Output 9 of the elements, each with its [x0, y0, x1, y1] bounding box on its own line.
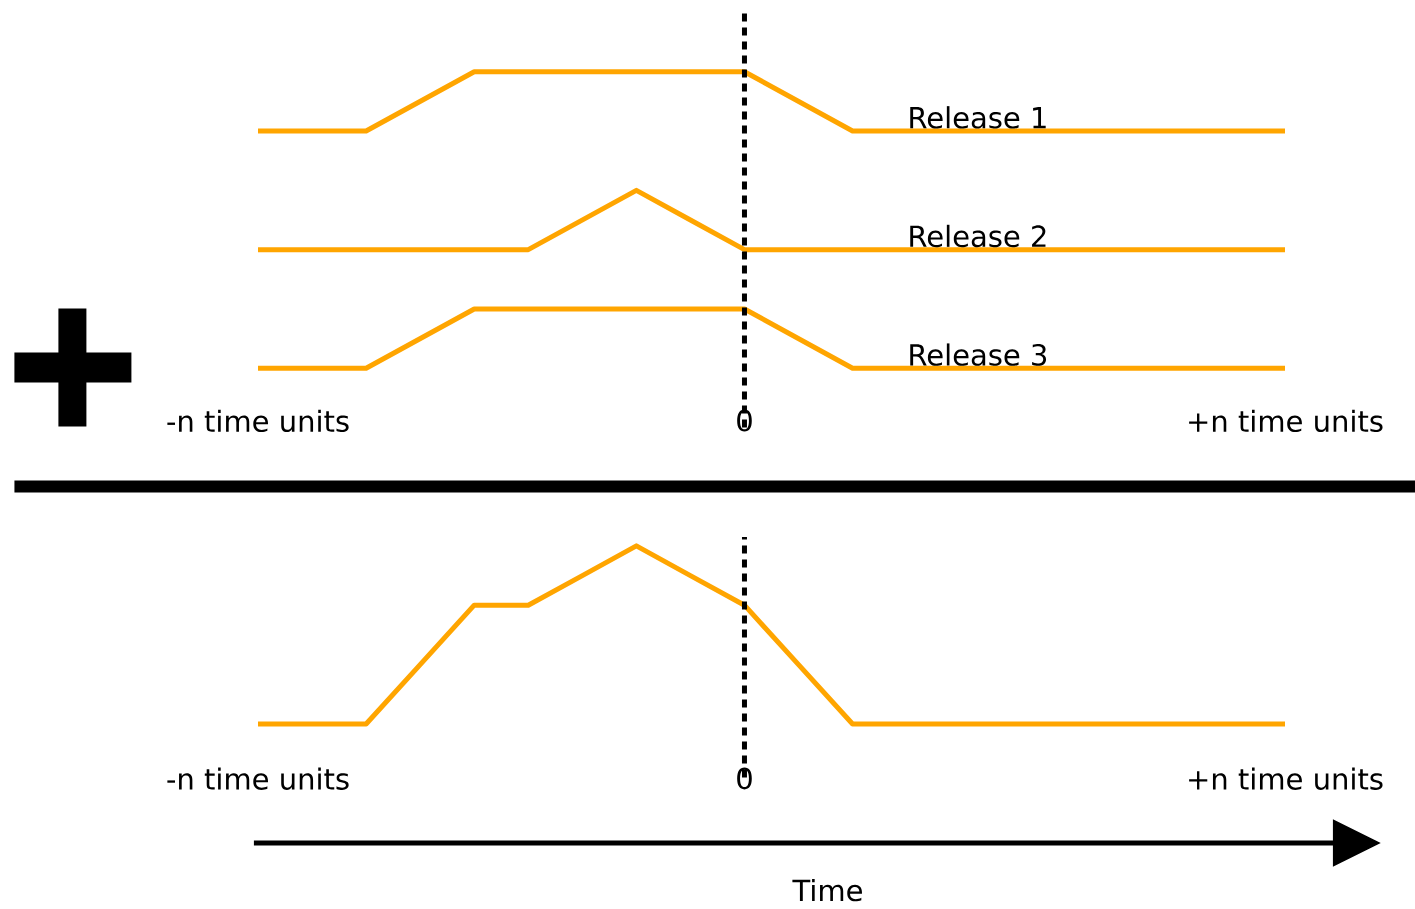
x-tick-label: +n time units: [1189, 409, 1383, 433]
x-tick-label: 0: [737, 767, 752, 790]
series-label: Release 1: [910, 106, 1046, 129]
series-label: Release 2: [910, 224, 1046, 248]
x-tick-label: +n time units: [1189, 767, 1383, 790]
x-axis-title: Time: [792, 878, 862, 902]
x-tick-label: -n time units: [167, 409, 349, 433]
x-tick-label: -n time units: [167, 767, 349, 790]
series-label: Release 3: [910, 343, 1047, 366]
